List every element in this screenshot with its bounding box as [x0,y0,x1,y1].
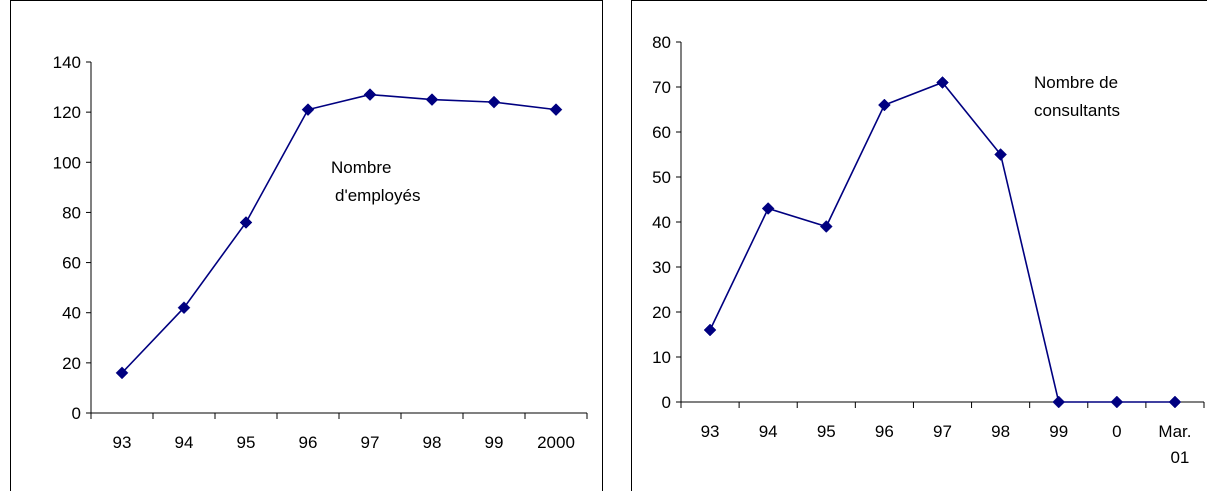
data-point [819,220,833,233]
y-tick-label: 40 [62,304,81,323]
chart-annotation: d'employés [335,186,420,205]
y-tick-label: 40 [652,213,671,232]
y-tick-label: 70 [652,78,671,97]
y-tick-label: 100 [53,153,81,172]
y-tick-label: 0 [72,404,81,423]
y-tick-label: 60 [62,254,81,273]
x-tick-label: 2000 [537,433,575,452]
data-point [177,301,191,315]
x-tick-label: 99 [1049,422,1068,441]
employees-chart: 0 20 40 60 80 100 120 140 93 94 95 96 97 98 99 2000 Nomb… [53,53,588,452]
chart-annotation: Nombre de [1034,73,1118,92]
data-point [936,76,949,89]
x-tick-label: 98 [991,422,1010,441]
x-tick-label: Mar. 01 [1158,422,1191,467]
y-tick-label: 80 [652,33,671,52]
data-point [549,103,563,116]
x-tick-label: 95 [237,433,256,452]
x-tick-label: 97 [933,422,952,441]
x-tick-label: 96 [875,422,894,441]
y-tick-label: 50 [652,168,671,187]
data-point [703,323,717,337]
data-point [761,202,775,215]
consultants-chart-panel: 0 10 20 30 40 50 60 70 80 93 94 95 96 97 98 99 0 Mar. 01 No… [631,0,1207,491]
x-tick-label: 97 [361,433,380,452]
y-tick-label: 60 [652,123,671,142]
chart-annotation: consultants [1034,101,1120,120]
consultants-chart: 0 10 20 30 40 50 60 70 80 93 94 95 96 97 98 99 0 Mar. 01 No… [652,33,1205,467]
data-point [878,98,891,112]
y-tick-label: 80 [62,203,81,222]
data-point [994,148,1007,161]
chart-annotation: Nombre [331,158,391,177]
x-tick-label: 96 [299,433,318,452]
series-line [121,93,557,374]
series-line [709,81,1175,403]
data-point [239,216,253,229]
y-tick-label: 20 [62,354,81,373]
data-point [301,103,315,116]
data-point [487,95,501,109]
x-tick-label: 94 [759,422,778,441]
x-tick-label: 98 [423,433,442,452]
data-point [1052,395,1066,409]
y-tick-label: 140 [53,53,81,72]
y-tick-label: 20 [652,303,671,322]
y-tick-label: 0 [662,393,671,412]
x-tick-label: 95 [817,422,836,441]
data-point [1168,395,1182,409]
x-tick-label: 93 [701,422,720,441]
x-tick-label: 99 [485,433,504,452]
x-tick-label: 93 [113,433,132,452]
data-point [425,93,439,106]
data-point [1110,395,1124,409]
x-tick-label: 94 [175,433,194,452]
y-tick-label: 10 [652,348,671,367]
x-tick-label: 0 [1112,422,1121,441]
employees-chart-panel: 0 20 40 60 80 100 120 140 93 94 95 96 97 98 99 2000 Nomb… [10,0,603,491]
data-point [363,88,377,101]
y-tick-label: 120 [53,103,81,122]
data-point [115,366,129,380]
y-tick-label: 30 [652,258,671,277]
